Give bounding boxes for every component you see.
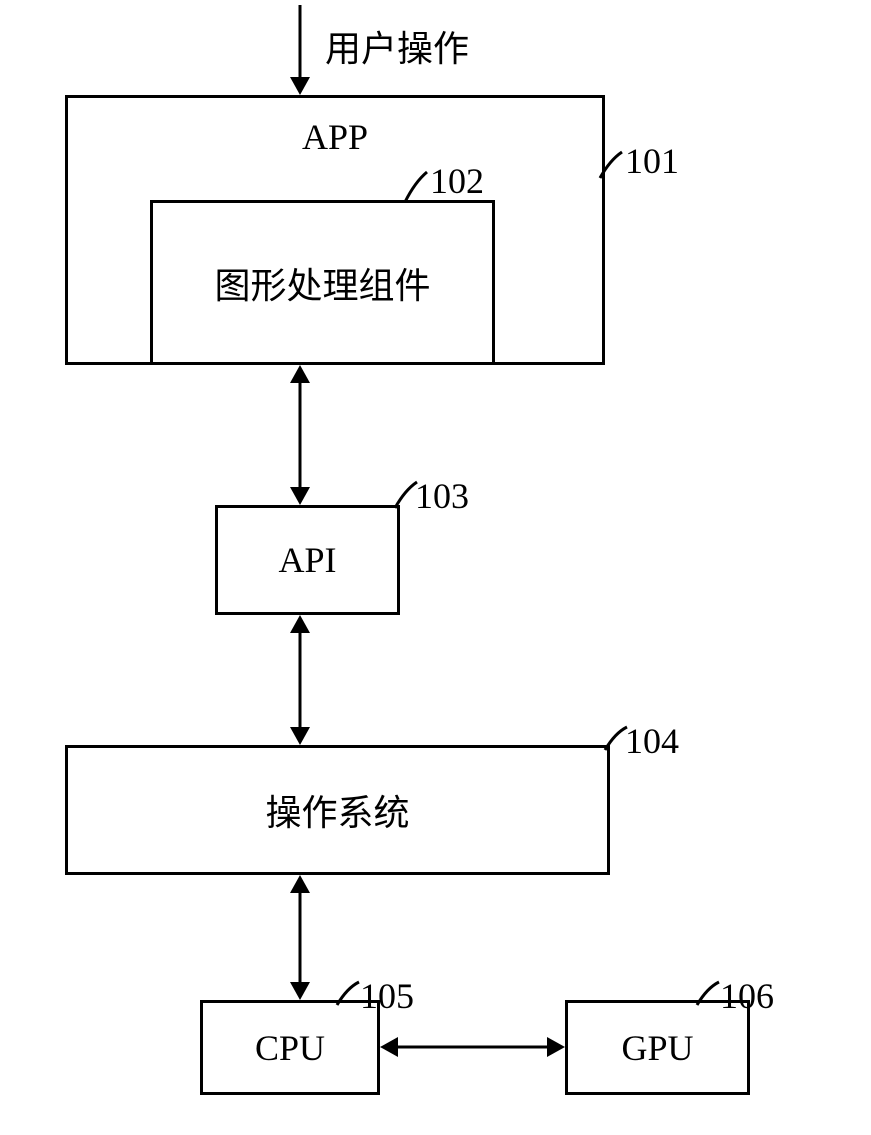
ref-tick-cpu <box>337 980 367 1008</box>
ref-label-cpu: 105 <box>360 975 414 1017</box>
ref-tick-gfx <box>405 170 435 205</box>
arrow-cpu-gpu <box>380 1033 565 1061</box>
ref-label-gpu: 106 <box>720 975 774 1017</box>
node-cpu-label: CPU <box>255 1027 325 1069</box>
input-label: 用户操作 <box>325 20 469 72</box>
ref-tick-gpu <box>697 980 727 1008</box>
node-api: API <box>215 505 400 615</box>
arrow-input-app <box>286 5 314 97</box>
node-app-label: APP <box>302 116 368 158</box>
arrow-app-api <box>286 365 314 505</box>
node-cpu: CPU <box>200 1000 380 1095</box>
node-api-label: API <box>278 539 336 581</box>
ref-label-gfx: 102 <box>430 160 484 202</box>
node-os-label: 操作系统 <box>265 784 409 836</box>
node-gfx-label: 图形处理组件 <box>214 257 430 309</box>
node-os: 操作系统 <box>65 745 610 875</box>
node-gpu-label: GPU <box>621 1027 693 1069</box>
arrow-api-os <box>286 615 314 745</box>
node-gfx: 图形处理组件 <box>150 200 495 365</box>
diagram-root: 用户操作 APP 图形处理组件 API 操作系统 CPU GPU 101 102… <box>0 0 871 1135</box>
ref-label-app: 101 <box>625 140 679 182</box>
ref-tick-os <box>605 725 635 753</box>
ref-tick-api <box>395 480 425 510</box>
arrow-os-cpu <box>286 875 314 1000</box>
ref-tick-app <box>600 150 630 180</box>
